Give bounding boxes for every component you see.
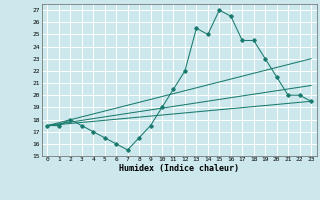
X-axis label: Humidex (Indice chaleur): Humidex (Indice chaleur) [119, 164, 239, 173]
